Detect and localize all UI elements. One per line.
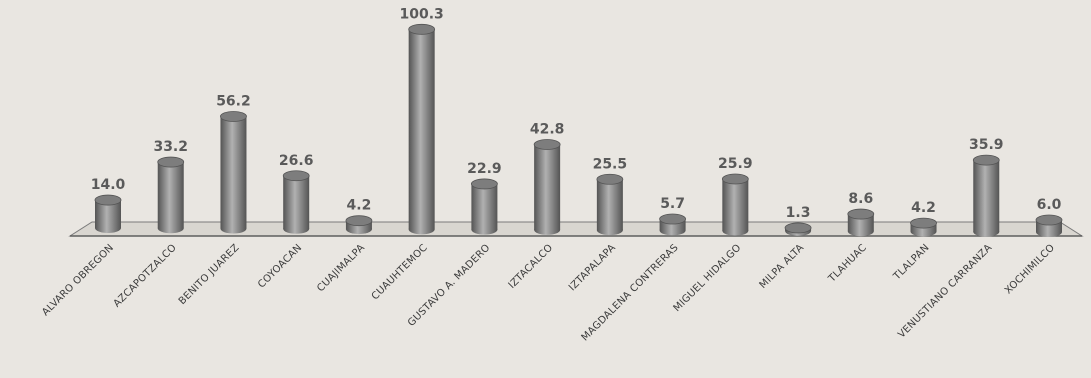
bar — [721, 173, 749, 236]
category-label: BENITO JUAREZ — [177, 242, 242, 307]
data-label: 33.2 — [153, 139, 188, 155]
data-label: 8.6 — [848, 191, 873, 207]
bar-top — [972, 154, 1000, 166]
bar-body — [596, 179, 623, 231]
bar-base — [471, 224, 498, 235]
bar-top — [157, 156, 185, 168]
bar-base — [659, 225, 686, 236]
category-label: AZCAPOTZALCO — [112, 242, 179, 309]
category-label: MILPA ALTA — [758, 242, 807, 291]
bar-top — [596, 173, 624, 185]
bar-body — [471, 183, 498, 230]
category-label: XOCHIMILCO — [1003, 242, 1057, 296]
bar-top — [659, 213, 686, 225]
bar — [220, 111, 247, 234]
bar-top — [721, 173, 749, 185]
bar-top — [847, 208, 875, 220]
data-label: 4.2 — [911, 200, 936, 216]
category-label: MIGUEL HIDALGO — [672, 242, 744, 314]
bar-body — [408, 29, 435, 230]
bar-top — [94, 194, 122, 206]
bar-base — [596, 225, 623, 236]
bar-base — [157, 223, 184, 234]
data-label: 25.5 — [593, 156, 628, 172]
data-label: 42.8 — [530, 122, 565, 138]
data-label: 22.9 — [467, 161, 502, 177]
bar-body — [659, 219, 686, 231]
bar-top — [220, 111, 247, 122]
bar — [94, 194, 122, 233]
bar — [596, 173, 624, 236]
data-label: 1.3 — [786, 205, 811, 221]
bar-base — [534, 224, 561, 235]
bar — [972, 154, 1000, 237]
bar — [470, 178, 498, 235]
bar-base — [345, 224, 372, 235]
bar-base — [95, 223, 121, 233]
data-label: 6.0 — [1037, 197, 1062, 213]
data-label: 100.3 — [400, 6, 444, 22]
data-label: 4.2 — [347, 198, 372, 214]
bar — [1035, 214, 1063, 237]
bar-base — [220, 223, 247, 234]
bar — [659, 213, 686, 236]
data-label: 35.9 — [969, 137, 1004, 153]
bar-base — [910, 226, 937, 237]
bar-body — [973, 160, 1000, 232]
category-label: COYOACAN — [256, 242, 304, 290]
data-label: 56.2 — [216, 93, 251, 109]
category-label: IZTACALCO — [507, 242, 556, 291]
bar-base — [283, 223, 310, 234]
bar — [910, 217, 937, 237]
bar-base — [1036, 227, 1062, 237]
bar-top — [345, 215, 373, 227]
bar — [847, 208, 875, 237]
category-label: TLALPAN — [891, 242, 932, 283]
category-label: CUAJIMALPA — [315, 242, 367, 294]
bar-body — [722, 179, 749, 231]
category-label: TLAHUAC — [826, 242, 869, 285]
bar-base — [722, 225, 749, 236]
bar — [157, 156, 185, 234]
bar-base — [973, 226, 1000, 237]
bar-base — [847, 226, 874, 237]
bar-top — [533, 139, 561, 150]
bar — [533, 139, 561, 235]
bar — [784, 222, 812, 236]
bar-top — [282, 170, 310, 182]
bar-top — [784, 222, 812, 234]
bar-body — [1036, 220, 1062, 232]
data-label: 25.9 — [718, 156, 753, 172]
bars-group — [94, 23, 1063, 237]
data-label: 5.7 — [660, 196, 685, 212]
category-label: IZTAPALAPA — [567, 242, 618, 293]
category-label: ALVARO OBREGON — [40, 242, 116, 318]
bar-top — [408, 23, 436, 35]
data-label: 26.6 — [279, 153, 314, 169]
bar — [408, 23, 436, 235]
data-label: 14.0 — [91, 177, 126, 193]
data-labels-group: 14.0 33.2 56.2 26.6 4.2 100.3 22.9 42.8 25.5 5.7 2… — [91, 6, 1062, 221]
bar-top — [1035, 214, 1063, 226]
bar-top — [470, 178, 498, 190]
bar — [345, 215, 373, 235]
bar-body — [220, 116, 247, 229]
bar-base — [408, 224, 435, 235]
bar-body — [283, 175, 310, 229]
bar-top — [910, 217, 937, 229]
bar-body — [534, 144, 561, 230]
bar-body — [157, 162, 184, 229]
category-label: CUAUHTEMOC — [370, 242, 430, 302]
bar — [282, 170, 310, 234]
